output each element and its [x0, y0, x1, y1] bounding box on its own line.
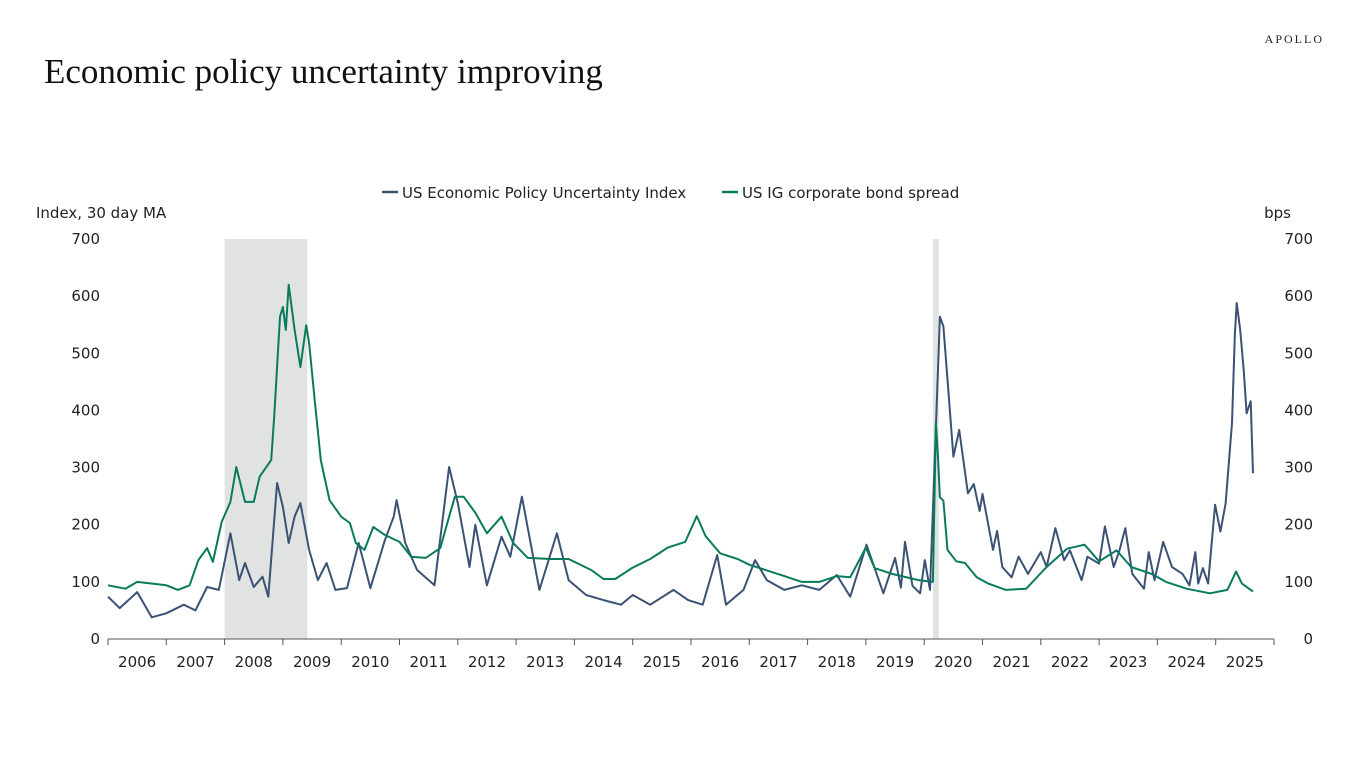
y-tick-label-right: 200 — [1284, 516, 1313, 534]
recession-shade — [224, 239, 308, 639]
page-title: Economic policy uncertainty improving — [44, 52, 603, 91]
x-tick-label: 2015 — [643, 653, 681, 671]
x-tick-label: 2009 — [293, 653, 331, 671]
y-tick-label-left: 200 — [71, 516, 100, 534]
y-tick-label-left: 400 — [71, 401, 100, 419]
legend-label-epu: US Economic Policy Uncertainty Index — [402, 184, 686, 202]
y-tick-label-right: 100 — [1284, 573, 1313, 591]
y-tick-label-left: 0 — [90, 630, 100, 648]
x-tick-label: 2023 — [1109, 653, 1147, 671]
series-line-epu — [107, 302, 1254, 619]
y-tick-label-right: 700 — [1284, 230, 1313, 248]
x-tick-label: 2025 — [1226, 653, 1264, 671]
y-tick-label-left: 600 — [71, 287, 100, 305]
brand-logo: APOLLO — [1264, 32, 1324, 46]
x-tick-label: 2007 — [176, 653, 214, 671]
x-tick-label: 2010 — [351, 653, 389, 671]
y-tick-label-left: 100 — [71, 573, 100, 591]
y-axis-label-right: bps — [1264, 204, 1291, 222]
y-tick-label-left: 700 — [71, 230, 100, 248]
y-tick-label-right: 500 — [1284, 344, 1313, 362]
x-tick-label: 2021 — [993, 653, 1031, 671]
y-tick-label-left: 300 — [71, 459, 100, 477]
y-tick-label-right: 600 — [1284, 287, 1313, 305]
y-tick-label-right: 0 — [1303, 630, 1313, 648]
y-tick-label-right: 300 — [1284, 459, 1313, 477]
x-tick-label: 2024 — [1167, 653, 1205, 671]
legend: US Economic Policy Uncertainty Index US … — [382, 184, 959, 202]
legend-label-ig: US IG corporate bond spread — [742, 184, 959, 202]
x-tick-label: 2011 — [410, 653, 448, 671]
x-tick-label: 2017 — [759, 653, 797, 671]
x-tick-label: 2013 — [526, 653, 564, 671]
x-tick-label: 2018 — [818, 653, 856, 671]
x-tick-label: 2019 — [876, 653, 914, 671]
x-tick-label: 2008 — [235, 653, 273, 671]
x-tick-label: 2006 — [118, 653, 156, 671]
y-tick-label-right: 400 — [1284, 401, 1313, 419]
series-line-ig-spread — [107, 283, 1254, 595]
x-tick-label: 2020 — [934, 653, 972, 671]
x-tick-label: 2022 — [1051, 653, 1089, 671]
y-tick-label-left: 500 — [71, 344, 100, 362]
x-tick-label: 2012 — [468, 653, 506, 671]
x-tick-label: 2016 — [701, 653, 739, 671]
y-axis-label-left: Index, 30 day MA — [36, 204, 167, 222]
x-tick-label: 2014 — [584, 653, 622, 671]
